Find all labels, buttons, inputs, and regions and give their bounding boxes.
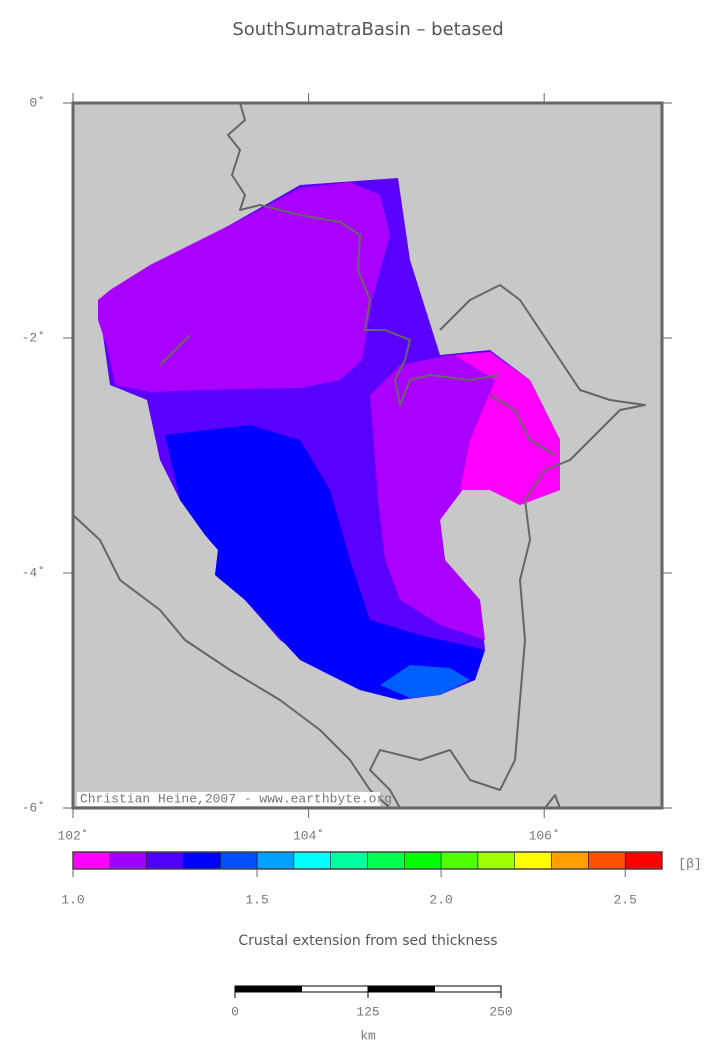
scale-segment <box>234 985 302 993</box>
colorbar-frame <box>72 851 663 870</box>
colorbar-cell <box>551 851 589 870</box>
lat-tick-label: -6˚ <box>22 800 45 815</box>
map: Christian Heine,2007 - www.earthbyte.org <box>71 101 664 810</box>
coastline <box>227 102 501 406</box>
scale-tick-label: 250 <box>489 1004 512 1019</box>
lon-tick-label: 104˚ <box>293 828 324 843</box>
colorbar-cell <box>220 851 258 870</box>
coastline <box>544 794 561 809</box>
colorbar-cell <box>330 851 368 870</box>
colorbar-cell <box>440 851 479 870</box>
scale-unit: km <box>360 1028 376 1043</box>
colorbar-unit: [β] <box>678 856 701 871</box>
basin-region <box>370 355 500 640</box>
colorbar-tick-label: 1.5 <box>245 892 268 907</box>
colorbar-tick-label: 2.0 <box>429 892 452 907</box>
scale-tick-label: 125 <box>356 1004 379 1019</box>
colorbar-cell <box>514 851 552 870</box>
scale-segment <box>367 985 435 993</box>
lat-tick-label: -2˚ <box>22 330 45 345</box>
scale-segment <box>434 985 502 993</box>
colorbar-tick-label: 2.5 <box>613 892 636 907</box>
basin-region <box>165 425 485 700</box>
basin-region <box>98 182 390 392</box>
colorbar-cell <box>404 851 442 870</box>
colorbar-cell <box>146 851 184 870</box>
lon-tick-label: 102˚ <box>57 828 88 843</box>
colorbar-cell <box>293 851 331 870</box>
colorbar-cell <box>256 851 295 870</box>
coastline <box>159 334 191 366</box>
coastline <box>72 514 391 809</box>
scale-tick-label: 0 <box>231 1004 239 1019</box>
colorbar-tick-label: 1.0 <box>61 892 84 907</box>
scale-segment <box>301 985 369 993</box>
title: SouthSumatraBasin – betased <box>232 19 503 40</box>
lon-tick-label: 106˚ <box>529 828 560 843</box>
colorbar-cell <box>367 851 405 870</box>
colorbar-cell <box>588 851 626 870</box>
colorbar-cell <box>183 851 221 870</box>
coastline <box>489 394 556 456</box>
colorbar-cell <box>624 851 663 870</box>
colorbar-cell <box>109 851 147 870</box>
lat-tick-label: -4˚ <box>22 565 45 580</box>
basin-region <box>455 352 560 505</box>
basin-region <box>380 665 470 698</box>
credit-box <box>77 792 380 806</box>
colorbar-cell <box>72 851 111 870</box>
coastline <box>369 284 646 809</box>
colorbar-label: Crustal extension from sed thickness <box>238 933 497 949</box>
credit: Christian Heine,2007 - www.earthbyte.org <box>80 791 392 806</box>
lat-tick-label: 0˚ <box>29 95 45 110</box>
colorbar-cell <box>477 851 515 870</box>
map-frame <box>71 101 664 810</box>
